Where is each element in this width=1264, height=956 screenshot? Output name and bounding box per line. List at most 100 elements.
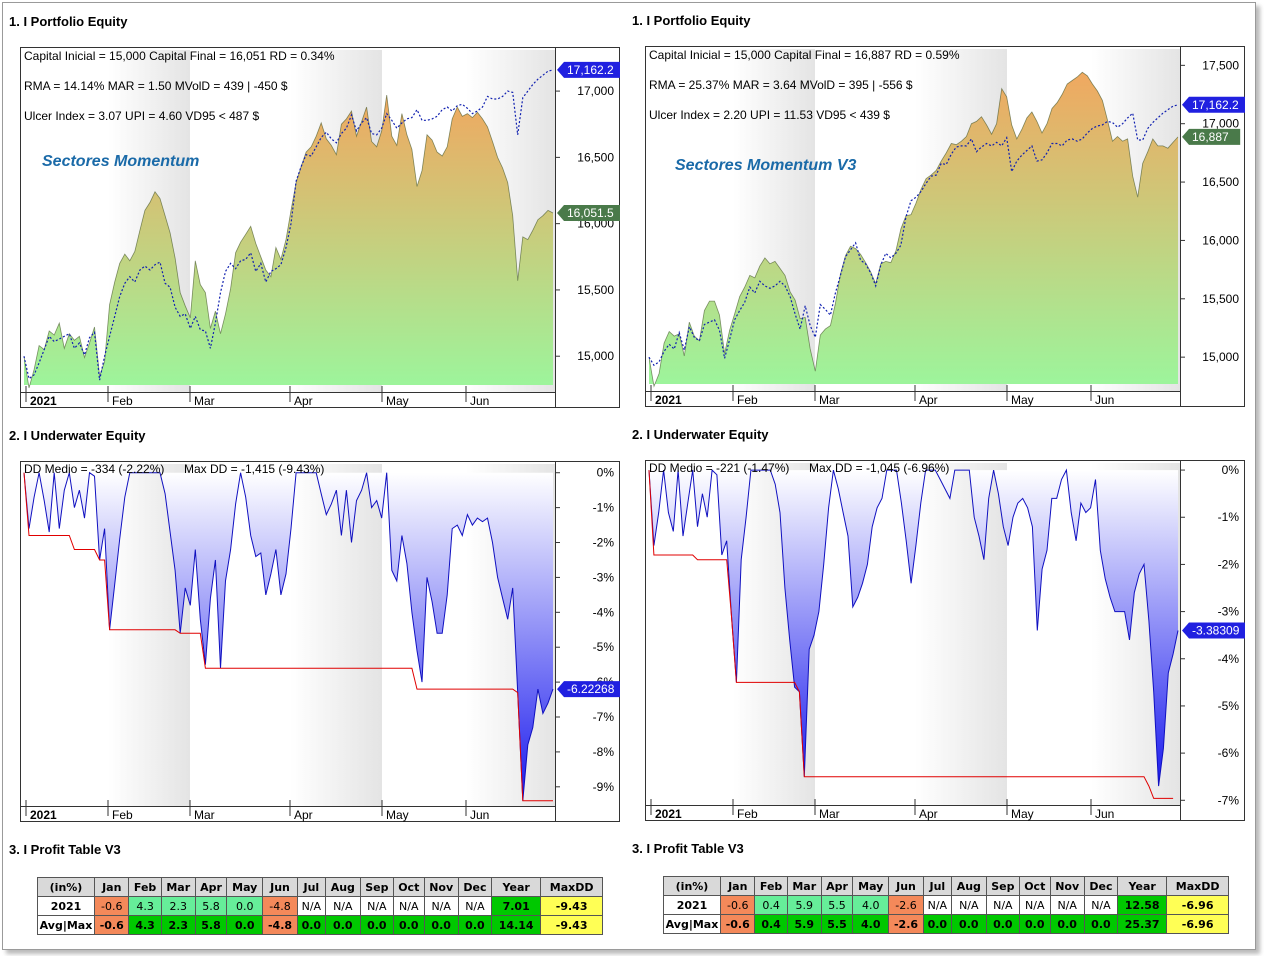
pt2-cell: N/A — [1019, 895, 1051, 915]
pt1-cell: 0.0 — [423, 915, 459, 935]
pt1-cell: -9.43 — [540, 896, 603, 916]
pt2-cell: 0.0 — [1019, 914, 1051, 934]
uw2-max-dd: Max DD = -1,045 (-6.96%) — [809, 461, 949, 475]
uw2-y-label: -3% — [1218, 605, 1240, 619]
eq1-x-label: Mar — [194, 394, 215, 408]
pt2-cell: 4.0 — [852, 895, 890, 915]
pt2-row: 2021 -0.6 0.4 5.9 5.5 4.0 -2.6 N/A N/A N/A N/A N/A N… — [663, 895, 1229, 915]
eq1-x-label: Feb — [112, 394, 133, 408]
pt1-cell: 2.3 — [160, 915, 196, 935]
eq2-strategy-name: Sectores Momentum V3 — [675, 157, 856, 174]
pt1-header-cell: (in%) — [37, 877, 95, 897]
profit2-panel-title: 3. I Profit Table V3 — [632, 841, 744, 856]
eq1-benchmark-last-value-tag — [557, 61, 620, 78]
pt1-cell: 0.0 — [393, 915, 425, 935]
pt1-row: Avg|Max -0.6 4.3 2.3 5.8 0.0 -4.8 0.0 0.0 0.0 0.0 0… — [37, 915, 603, 935]
pt1-cell: -4.8 — [262, 915, 298, 935]
pt1-header-cell: Mar — [160, 877, 196, 897]
pt2-cell: 5.5 — [820, 914, 854, 934]
pt2-cell: -0.6 — [719, 914, 756, 934]
pt1-cell: N/A — [359, 896, 395, 916]
pt1-cell: N/A — [296, 896, 326, 916]
equity2-chart: Capital Inicial = 15,000 Capital Final =… — [645, 46, 1245, 407]
pt1-cell: 4.3 — [128, 915, 162, 935]
eq2-y-label: 16,500 — [1202, 175, 1239, 189]
pt2-cell: 5.5 — [820, 895, 854, 915]
eq1-y-label: 15,000 — [577, 349, 614, 363]
pt2-cell: -6.96 — [1166, 895, 1229, 915]
eq2-equity-last-value-label: 16,887 — [1192, 130, 1229, 144]
uw2-y-label: -7% — [1218, 793, 1240, 807]
pt2-cell: -0.6 — [719, 895, 756, 915]
pt2-cell: 25.37 — [1117, 914, 1168, 934]
eq1-stat-line-1: Capital Inicial = 15,000 Capital Final =… — [24, 49, 335, 63]
pt1-cell: 7.01 — [491, 896, 542, 916]
pt1-cell: 0.0 — [226, 915, 264, 935]
uw1-last-value-label: -6.22268 — [567, 682, 615, 696]
uw2-x-label: Apr — [919, 807, 938, 821]
uw2-y-label: -1% — [1218, 510, 1240, 524]
profit1-panel-title: 3. I Profit Table V3 — [9, 842, 121, 857]
pt1-header-cell: Year — [491, 877, 542, 897]
eq2-x-label: Apr — [919, 393, 938, 407]
uw2-y-label: 0% — [1222, 463, 1240, 477]
uw1-y-label: -2% — [593, 536, 615, 550]
uw2-underwater-line — [648, 468, 1179, 787]
pt1-cell: 0.0 — [457, 915, 493, 935]
uw2-last-value-label: -3.38309 — [1192, 623, 1240, 637]
pt2-header-cell: Feb — [754, 876, 788, 896]
uw2-month-band — [915, 463, 1007, 805]
pt2-header-cell: Dec — [1083, 876, 1119, 896]
uw2-x-label: May — [1011, 807, 1034, 821]
uw1-y-label: -9% — [593, 780, 615, 794]
eq2-stat-line-2: RMA = 25.37% MAR = 3.64 MVolD = 395 | -5… — [649, 78, 913, 92]
pt2-header-cell: Apr — [820, 876, 854, 896]
uw2-y-label: -6% — [1218, 746, 1240, 760]
pt2-cell: N/A — [1083, 895, 1119, 915]
pt1-cell: Avg|Max — [37, 915, 95, 935]
pt2-header-cell: Jul — [922, 876, 952, 896]
pt2-cell: 0.4 — [754, 914, 788, 934]
pt2-header-cell: May — [852, 876, 890, 896]
eq2-equity-line — [648, 71, 1179, 388]
profit-table-2: (in%) Jan Feb Mar Apr May Jun Jul Aug Sep Oct Nov De… — [663, 876, 1229, 934]
eq2-benchmark-last-value-label: 17,162.2 — [1192, 98, 1239, 112]
uw1-max-dd: Max DD = -1,415 (-9.43%) — [184, 462, 324, 476]
eq1-y-label: 16,500 — [577, 150, 614, 164]
pt2-header-cell: Jan — [719, 876, 756, 896]
eq1-x-label: Apr — [294, 394, 313, 408]
uw1-x-label: 2021 — [30, 808, 57, 822]
equity2-panel-title: 1. I Portfolio Equity — [632, 13, 751, 28]
pt1-header-cell: Dec — [457, 877, 493, 897]
eq1-y-label: 17,000 — [577, 84, 614, 98]
uw1-last-value-tag — [557, 681, 620, 698]
uw1-dd-medio: DD Medio = -334 (-2.22%) — [24, 462, 164, 476]
uw1-y-label: 0% — [597, 466, 615, 480]
eq1-strategy-name: Sectores Momentum — [42, 153, 199, 170]
eq1-x-label: May — [386, 394, 409, 408]
pt1-header-cell: Oct — [393, 877, 425, 897]
eq2-x-label: Feb — [737, 393, 758, 407]
eq2-y-label: 17,500 — [1202, 58, 1239, 72]
eq2-x-label: Jun — [1095, 393, 1114, 407]
pt2-cell: 0.0 — [985, 914, 1021, 934]
pt1-header-cell: Aug — [324, 877, 361, 897]
pt1-cell: -4.8 — [262, 896, 298, 916]
eq1-equity-last-value-tag — [557, 205, 620, 222]
pt2-header-cell: Jun — [888, 876, 924, 896]
pt1-cell: 4.3 — [128, 896, 162, 916]
uw1-y-label: -1% — [593, 501, 615, 515]
underwater2-panel-title: 2. I Underwater Equity — [632, 427, 769, 442]
pt1-header-row: (in%) Jan Feb Mar Apr May Jun Jul Aug Sep Oct Nov De… — [37, 877, 603, 897]
eq2-y-label: 15,000 — [1202, 350, 1239, 364]
pt2-cell: 0.4 — [754, 895, 788, 915]
uw2-y-label: -2% — [1218, 557, 1240, 571]
pt1-cell: N/A — [324, 896, 361, 916]
pt2-cell: 5.9 — [786, 895, 822, 915]
pt2-cell: -2.6 — [888, 895, 924, 915]
uw1-x-label: Jun — [470, 808, 489, 822]
uw1-maxdd-line — [23, 472, 553, 802]
pt1-cell: 14.14 — [491, 915, 542, 935]
uw2-underwater-area — [649, 470, 1178, 787]
pt1-cell: -0.6 — [93, 896, 130, 916]
